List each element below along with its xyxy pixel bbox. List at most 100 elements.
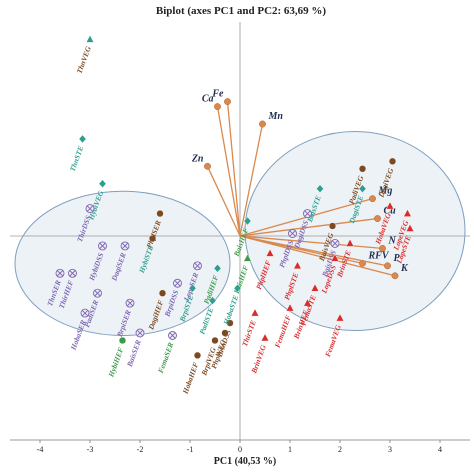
observation-thnveg-marker <box>85 34 95 43</box>
observation-brinveg-marker <box>260 333 270 342</box>
variable-vector-mn <box>239 123 264 237</box>
variable-point-cu <box>374 215 381 223</box>
observation-baisveg-marker <box>328 222 337 230</box>
observation-padiste-marker <box>208 296 217 305</box>
observation-thirhef-marker-cross <box>69 270 76 277</box>
observation-brinhef-marker <box>303 298 312 307</box>
observation-thnser-marker-cross <box>56 270 64 277</box>
observation-baisser-label: BaisSER <box>125 339 143 369</box>
observation-thirdss-marker-cross <box>86 205 94 212</box>
variable-point-mn <box>259 120 266 128</box>
variable-vector-ca <box>216 106 241 237</box>
observation-hybihef-marker <box>118 336 127 345</box>
observation-baishef-label: BaisHEF <box>231 264 250 296</box>
x-tick-label: 0 <box>238 445 242 454</box>
x-tick-label: -3 <box>87 445 94 454</box>
group-ellipses <box>14 130 466 337</box>
x-tick-label: -4 <box>37 445 44 454</box>
observation-phplser-marker <box>156 209 164 218</box>
observation-hybiste-marker <box>148 234 157 243</box>
variable-label-ca: Ca <box>202 94 214 105</box>
variable-point-ca <box>214 103 221 111</box>
observation-femaser-marker-cross <box>169 332 176 339</box>
variable-label-mn: Mn <box>268 111 284 122</box>
observation-femaste-marker <box>310 283 320 292</box>
observation-thnveg-label: ThnVEG <box>75 44 93 74</box>
observation-hybihef-label: HybiHEF <box>106 346 125 379</box>
variable-label-cu: Cu <box>384 206 397 217</box>
observation-femaser-label: FemaSER <box>156 341 175 374</box>
observation-brpiste-marker <box>188 283 197 293</box>
observation-baishef-marker <box>243 253 252 262</box>
x-tick-label: -2 <box>137 445 144 454</box>
observation-thirste-label: ThirSTE <box>240 319 258 348</box>
cluster-ellipse-1 <box>14 190 231 337</box>
observation-femuhef-marker <box>285 303 295 312</box>
x-tick-label: 3 <box>388 445 392 454</box>
observation-dagidss-marker-cross <box>304 210 311 217</box>
observation-brinveg-label: BrinVEG <box>249 343 268 375</box>
cluster-ellipse-2 <box>244 130 466 332</box>
observation-padiser-marker-cross <box>94 290 101 297</box>
variable-label-p: P <box>394 253 401 264</box>
observation-dagiveg-marker <box>388 157 397 165</box>
observation-brpiveg-marker <box>211 336 219 345</box>
observation-hobahef-label: HobaHEF <box>180 361 200 396</box>
variable-label-fe: Fe <box>211 89 224 100</box>
observation-hybidss-marker-cross <box>99 242 106 250</box>
observation-hybiveg-marker <box>98 179 107 189</box>
observation-baisser-marker-cross <box>136 329 144 337</box>
variable-vector-fe <box>226 101 241 237</box>
variable-point-n <box>379 244 386 252</box>
observation-hobaste-label: HobaSTE <box>221 294 240 327</box>
x-tick-label: 2 <box>338 445 342 454</box>
variable-label-mg: Mg <box>378 186 393 197</box>
variable-label-n: N <box>388 235 397 246</box>
x-tick-label: -1 <box>187 445 194 454</box>
observation-thnste-marker <box>78 134 87 144</box>
observation-padihef-marker <box>213 264 222 273</box>
variable-vector-n <box>239 235 383 250</box>
variable-point-p <box>384 262 391 270</box>
observation-dagiste-marker <box>358 184 367 194</box>
observation-femaveg-label: FemaVEG <box>323 323 343 358</box>
observation-lopedss-marker <box>330 253 340 262</box>
observation-lopeveg-marker <box>403 208 412 217</box>
observation-daqiser-marker-cross <box>121 242 129 250</box>
observation-brinste-marker <box>345 238 355 247</box>
observation-padiveg-marker <box>358 165 367 173</box>
variable-point-k <box>391 272 399 280</box>
observation-hobaste-marker <box>233 283 242 293</box>
observation-brindss-marker <box>226 319 234 327</box>
observation-femaveg-marker <box>335 313 345 322</box>
observation-phplveg-marker <box>221 329 229 337</box>
observation-baisste-marker <box>316 184 324 194</box>
observation-brpidss-marker-cross <box>174 280 181 287</box>
variable-vector-zn <box>206 166 241 237</box>
observation-brpiser-marker-cross <box>126 300 134 307</box>
variable-point-fe <box>224 98 231 106</box>
observation-hobahef-marker <box>193 351 202 360</box>
x-tick-label: 4 <box>438 445 442 454</box>
observation-baisdss2-marker <box>243 216 252 226</box>
observation-lopeste-marker <box>405 223 415 232</box>
variable-point-zn <box>204 162 211 170</box>
observation-dagihef-marker <box>158 289 167 297</box>
observation-phplste-marker <box>293 261 302 270</box>
observation-phplhef-marker <box>265 248 275 257</box>
variable-vector-cu <box>239 217 378 237</box>
variable-label-k: K <box>400 263 409 274</box>
variable-label-zn: Zn <box>191 153 204 164</box>
observation-femuhef-label: FemuHEF <box>273 314 293 349</box>
observation-thnste-label: ThnSTE <box>68 145 86 173</box>
x-axis-label: PC1 (40,53 %) <box>214 456 277 467</box>
observation-hobaveg-marker <box>385 201 395 210</box>
variable-vector-k <box>239 235 396 277</box>
observation-thirste-marker <box>250 308 260 317</box>
variable-point-mg <box>369 195 376 203</box>
chart-title: Biplot (axes PC1 and PC2: 63,69 %) <box>156 5 327 17</box>
variable-vector-p <box>239 235 388 267</box>
observation-hobaser-marker-cross <box>81 309 89 317</box>
observation-baisdss-marker-cross <box>331 240 339 247</box>
